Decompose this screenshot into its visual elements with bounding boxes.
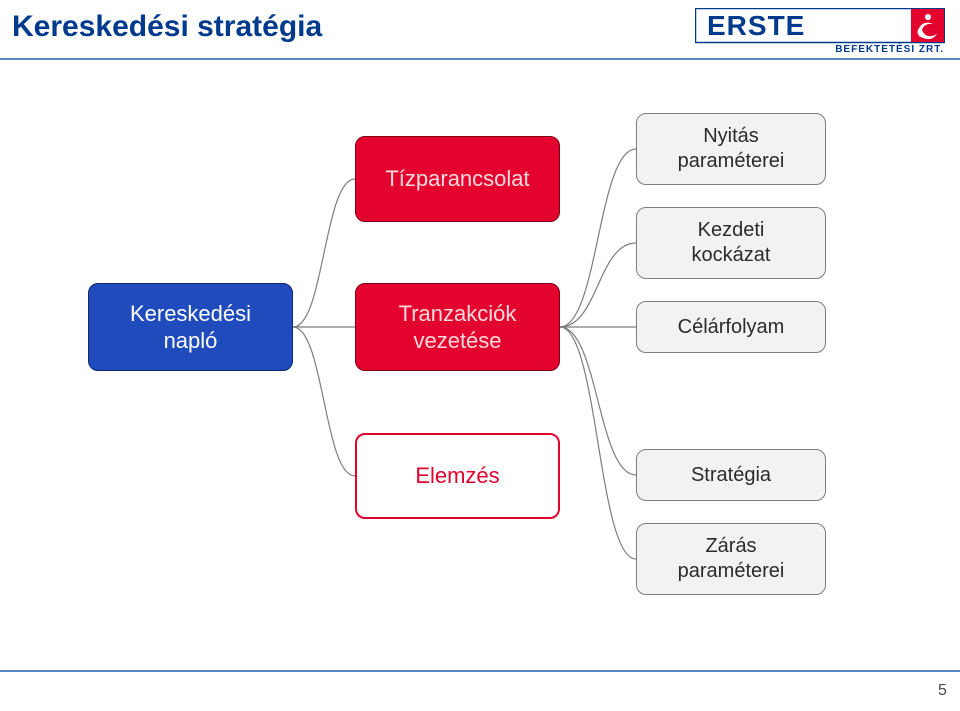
node-nyitas: Nyitás paraméterei (636, 113, 826, 185)
node-elemzes: Elemzés (355, 433, 560, 519)
node-kezdeti: Kezdeti kockázat (636, 207, 826, 279)
node-celarfolyam-label: Célárfolyam (678, 315, 785, 340)
node-tranzakciok: Tranzakciók vezetése (355, 283, 560, 371)
node-naplo: Kereskedési napló (88, 283, 293, 371)
node-elemzes-label: Elemzés (415, 462, 499, 490)
node-strategia-label: Stratégia (691, 463, 771, 488)
erste-logo-svg: ERSTE BEFEKTETÉSI ZRT. (695, 8, 945, 54)
erste-logo: ERSTE BEFEKTETÉSI ZRT. (695, 8, 945, 54)
page-title: Kereskedési stratégia (12, 10, 322, 44)
slide-root: Kereskedési stratégia ERSTE BEFEKTETÉSI Z… (0, 0, 960, 711)
page-number: 5 (938, 682, 947, 700)
node-nyitas-label: Nyitás paraméterei (678, 124, 785, 174)
node-tranzakciok-label: Tranzakciók vezetése (399, 300, 517, 355)
node-tizparancsolat-label: Tízparancsolat (385, 165, 529, 193)
node-tizparancsolat: Tízparancsolat (355, 136, 560, 222)
footer-rule (0, 670, 960, 672)
node-naplo-label: Kereskedési napló (130, 300, 251, 355)
svg-text:BEFEKTETÉSI ZRT.: BEFEKTETÉSI ZRT. (835, 42, 944, 54)
node-celarfolyam: Célárfolyam (636, 301, 826, 353)
node-zaras-label: Zárás paraméterei (678, 534, 785, 584)
svg-text:ERSTE: ERSTE (707, 10, 805, 41)
node-zaras: Zárás paraméterei (636, 523, 826, 595)
node-kezdeti-label: Kezdeti kockázat (692, 218, 771, 268)
node-strategia: Stratégia (636, 449, 826, 501)
title-underline (0, 58, 960, 60)
